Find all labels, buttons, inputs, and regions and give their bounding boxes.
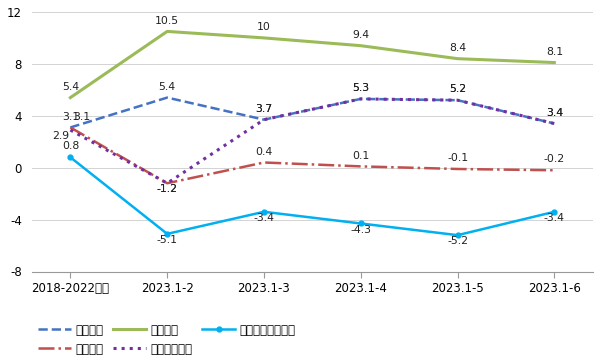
港澳台商投资企业 — [260, 210, 268, 214]
全国投资 — [357, 97, 364, 101]
Legend: 全国投资, 民间投资, 国有投资, 外商投资企业, 港澳台商投资企业: 全国投资, 民间投资, 国有投资, 外商投资企业, 港澳台商投资企业 — [38, 324, 296, 356]
Text: -0.2: -0.2 — [544, 155, 565, 164]
民间投资 — [551, 168, 558, 172]
Line: 外商投资企业: 外商投资企业 — [70, 99, 554, 183]
Text: 9.4: 9.4 — [352, 30, 370, 40]
Text: 10.5: 10.5 — [155, 16, 179, 26]
Text: -3.4: -3.4 — [544, 213, 565, 223]
全国投资 — [454, 98, 461, 102]
外商投资企业 — [67, 128, 74, 132]
Text: 3.4: 3.4 — [546, 108, 563, 118]
Text: 5.4: 5.4 — [158, 82, 176, 92]
港澳台商投资企业 — [454, 233, 461, 237]
外商投资企业 — [260, 118, 268, 122]
全国投资 — [67, 125, 74, 130]
Text: 3.7: 3.7 — [256, 104, 272, 114]
Line: 全国投资: 全国投资 — [70, 98, 554, 127]
外商投资企业 — [164, 181, 171, 185]
民间投资 — [67, 125, 74, 130]
港澳台商投资企业 — [551, 210, 558, 214]
国有投资 — [164, 29, 171, 34]
Text: 5.3: 5.3 — [352, 83, 370, 93]
国有投资 — [260, 36, 268, 40]
港澳台商投资企业 — [164, 232, 171, 236]
国有投资 — [357, 43, 364, 48]
国有投资 — [67, 96, 74, 100]
全国投资 — [551, 121, 558, 126]
Text: 0.4: 0.4 — [256, 147, 272, 157]
国有投资 — [551, 60, 558, 65]
Text: 3.4: 3.4 — [546, 108, 563, 118]
Line: 民间投资: 民间投资 — [70, 127, 554, 183]
Text: -4.3: -4.3 — [350, 224, 371, 235]
民间投资 — [357, 164, 364, 169]
Text: 5.4: 5.4 — [62, 82, 79, 92]
Text: -1.2: -1.2 — [157, 184, 178, 194]
外商投资企业 — [454, 98, 461, 102]
Text: 10: 10 — [257, 22, 271, 32]
国有投资 — [454, 56, 461, 61]
Text: -5.1: -5.1 — [157, 235, 178, 245]
全国投资 — [260, 118, 268, 122]
民间投资 — [454, 167, 461, 171]
外商投资企业 — [357, 97, 364, 101]
Text: 5.3: 5.3 — [352, 83, 370, 93]
民间投资 — [260, 160, 268, 165]
Text: 8.4: 8.4 — [449, 43, 466, 53]
Text: 3.1: 3.1 — [62, 111, 79, 122]
Text: 2.9: 2.9 — [52, 131, 69, 141]
Text: 3.1: 3.1 — [73, 111, 91, 122]
民间投资 — [164, 181, 171, 185]
Text: -1.2: -1.2 — [157, 184, 178, 194]
港澳台商投资企业 — [67, 155, 74, 160]
Text: -5.2: -5.2 — [447, 236, 468, 246]
Text: 3.7: 3.7 — [256, 104, 272, 114]
港澳台商投资企业 — [357, 221, 364, 226]
Line: 国有投资: 国有投资 — [70, 31, 554, 98]
Text: 5.2: 5.2 — [449, 84, 466, 94]
Text: 0.1: 0.1 — [352, 151, 370, 160]
Text: -3.4: -3.4 — [253, 213, 274, 223]
外商投资企业 — [551, 121, 558, 126]
Text: 5.2: 5.2 — [449, 84, 466, 94]
Line: 港澳台商投资企业: 港澳台商投资企业 — [68, 155, 557, 237]
Text: 8.1: 8.1 — [546, 47, 563, 57]
Text: -0.1: -0.1 — [447, 153, 468, 163]
Text: 0.8: 0.8 — [62, 142, 79, 151]
全国投资 — [164, 96, 171, 100]
